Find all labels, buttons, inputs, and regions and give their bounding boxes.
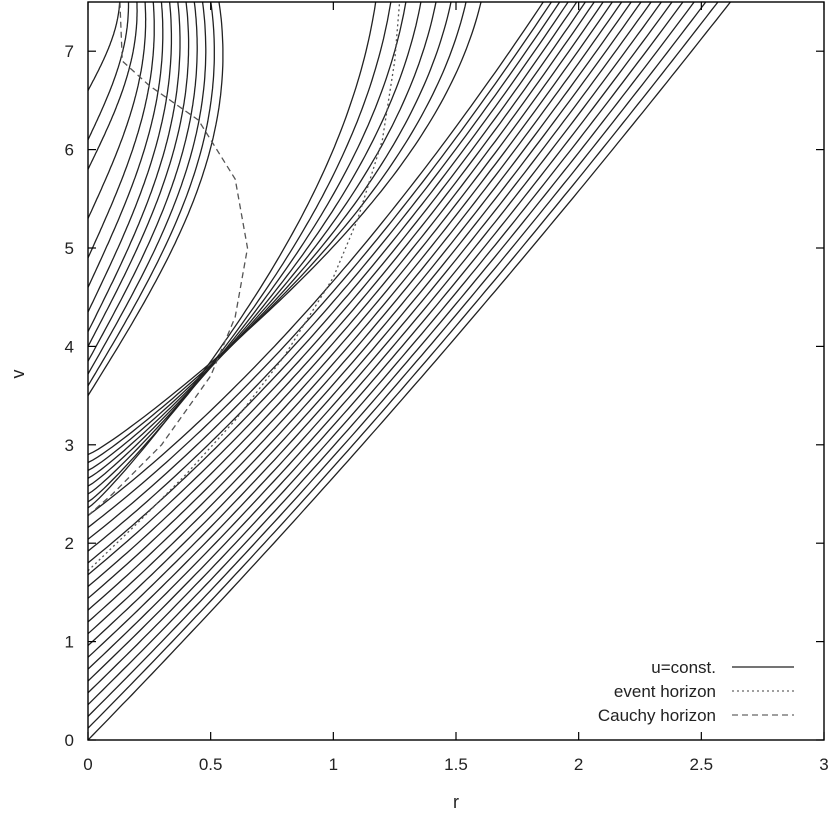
u-const-curve — [88, 2, 407, 495]
axis-ticks — [87, 2, 825, 741]
event-horizon-curve — [88, 2, 401, 572]
x-tick-label: 0.5 — [199, 755, 223, 774]
y-tick-label: 7 — [65, 42, 74, 61]
u-const-curve — [88, 2, 595, 587]
u-const-curve — [88, 2, 604, 599]
u-const-curve — [88, 2, 553, 529]
tick-labels: 0 0.5 1 1.5 2 2.5 3 0 1 2 3 4 5 6 7 — [65, 42, 829, 774]
u-const-curve — [88, 2, 587, 576]
u-const-curve — [88, 2, 181, 332]
u-const-curve — [88, 2, 190, 347]
u-const-curve — [88, 2, 173, 313]
legend: u=const. event horizon Cauchy horizon — [598, 658, 794, 725]
u-const-curve — [88, 2, 684, 694]
y-tick-label: 1 — [65, 633, 74, 652]
u-const-curve — [88, 2, 719, 729]
u-const-curve — [88, 2, 392, 503]
x-tick-label: 3 — [819, 755, 828, 774]
u-const-curve — [88, 2, 130, 141]
u-const-curve — [88, 2, 732, 740]
y-tick-label: 3 — [65, 436, 74, 455]
u-const-curve — [88, 2, 155, 259]
u-const-curve — [88, 2, 614, 611]
cauchy-horizon-curve — [88, 2, 249, 517]
u-const-curve — [88, 2, 138, 170]
u-const-curve — [88, 2, 569, 552]
y-tick-label: 6 — [65, 141, 74, 160]
u-const-curve — [88, 2, 422, 487]
plot-frame — [87, 1, 825, 741]
x-tick-label: 2 — [574, 755, 583, 774]
y-tick-label: 0 — [65, 731, 74, 750]
u-const-curve — [88, 2, 164, 288]
u-const-curve — [88, 2, 377, 509]
u-const-curve — [88, 2, 663, 670]
u-const-curve — [88, 2, 642, 646]
u-const-curve — [88, 2, 147, 219]
x-tick-label: 0 — [83, 755, 92, 774]
u-const-curve — [88, 2, 224, 396]
u-const-curve — [88, 2, 695, 706]
u-const-curve — [88, 2, 207, 375]
x-tick-label: 1.5 — [444, 755, 468, 774]
u-const-curve — [88, 2, 623, 623]
u-const-curve — [88, 2, 632, 635]
x-tick-label: 1 — [329, 755, 338, 774]
y-tick-label: 2 — [65, 534, 74, 553]
u-const-curve — [88, 2, 121, 91]
u-const-curve — [88, 2, 198, 362]
y-axis-label: v — [8, 370, 28, 379]
plot-curves — [88, 2, 732, 740]
y-tick-label: 5 — [65, 239, 74, 258]
u-const-curve — [88, 2, 482, 456]
x-tick-label: 2.5 — [690, 755, 714, 774]
u-const-curve — [88, 2, 578, 564]
u-const-curve — [88, 2, 561, 540]
u-const-curve — [88, 2, 673, 682]
u-const-curve — [88, 2, 545, 517]
legend-label: Cauchy horizon — [598, 706, 716, 725]
legend-label: event horizon — [614, 682, 716, 701]
u-const-curve — [88, 2, 215, 387]
x-axis-label: r — [453, 792, 459, 812]
u-const-curve — [88, 2, 437, 479]
u-const-curve — [88, 2, 707, 717]
legend-label: u=const. — [651, 658, 716, 677]
y-tick-label: 4 — [65, 337, 74, 356]
u-const-curve — [88, 2, 452, 471]
u-const-curve — [88, 2, 652, 658]
u-const-curve — [88, 2, 467, 464]
